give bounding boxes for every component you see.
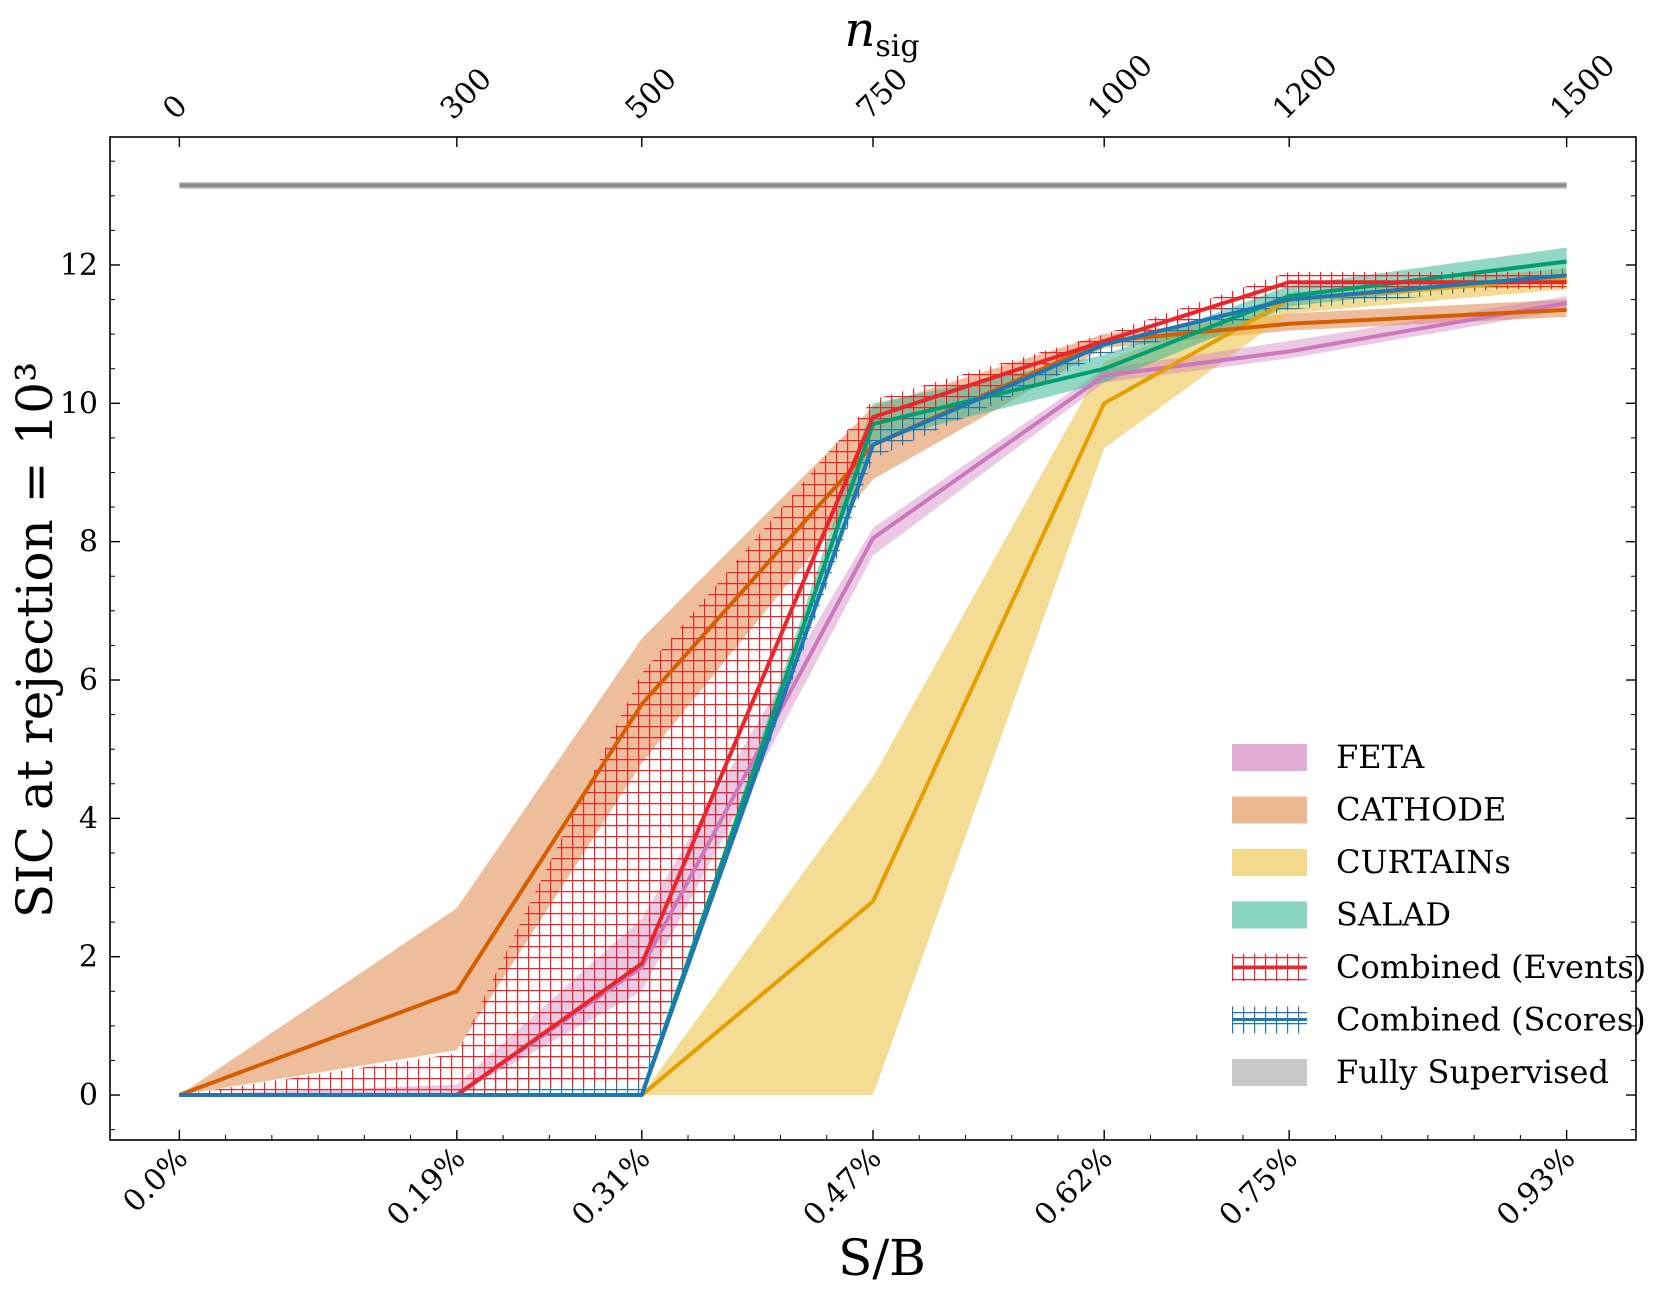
legend-label: Combined (Events) <box>1336 948 1646 986</box>
y-tick-label: 8 <box>79 525 98 560</box>
legend-label: CATHODE <box>1336 791 1506 829</box>
band-cathode <box>179 299 1567 1096</box>
y-axis-title: SIC at rejection = 10³ <box>6 362 64 918</box>
legend-entry-combined-scores: Combined (Scores) <box>1232 1001 1646 1039</box>
x-axis: 0.0% 0.19% 0.31% 0.47% 0.62% 0.75% 0.93% <box>116 1130 1582 1233</box>
top-tick-label: 300 <box>434 61 499 126</box>
legend-label: SALAD <box>1336 896 1451 934</box>
legend: FETA CATHODE CURTAINs SALAD Combined (Events… <box>1232 738 1646 1091</box>
legend-swatch <box>1232 901 1307 929</box>
x-tick-label: 0.0% <box>116 1141 195 1220</box>
legend-entry-combined-events: Combined (Events) <box>1232 948 1646 986</box>
y-tick-label: 0 <box>79 1078 98 1113</box>
legend-swatch <box>1232 744 1307 771</box>
x-tick-label: 0.62% <box>1028 1141 1120 1233</box>
legend-swatch <box>1232 796 1307 824</box>
x-tick-label: 0.75% <box>1213 1141 1305 1233</box>
legend-label: CURTAINs <box>1336 843 1511 881</box>
legend-entry-cathode: CATHODE <box>1232 791 1506 829</box>
band-curtains <box>179 268 1567 1096</box>
top-tick-label: 0 <box>156 88 194 126</box>
x-tick-label: 0.31% <box>565 1141 657 1233</box>
y-tick-label: 10 <box>60 386 98 421</box>
legend-entry-salad: SALAD <box>1232 896 1451 934</box>
line-combined-scores <box>179 273 1567 1098</box>
x-tick-label: 0.93% <box>1490 1141 1582 1233</box>
series-lines <box>178 183 1567 1098</box>
y-tick-label: 4 <box>79 801 98 836</box>
x-axis-title: S/B <box>838 1229 926 1287</box>
legend-entry-feta: FETA <box>1232 738 1425 776</box>
y-axis: 0 2 4 6 8 10 12 <box>60 160 1636 1131</box>
x-tick-label: 0.19% <box>380 1141 472 1233</box>
top-tick-label: 1500 <box>1544 48 1623 127</box>
legend-entry-fully-supervised: Fully Supervised <box>1232 1053 1609 1091</box>
top-tick-label: 1200 <box>1266 48 1345 127</box>
y-tick-label: 12 <box>60 248 98 283</box>
y-tick-label: 6 <box>79 663 98 698</box>
top-tick-label: 750 <box>850 61 915 126</box>
legend-label: FETA <box>1336 738 1425 776</box>
band-combined-scores <box>179 268 1567 1096</box>
x-tick-label: 0.47% <box>797 1141 889 1233</box>
top-axis-title-sub: sig <box>875 29 919 64</box>
legend-label: Fully Supervised <box>1336 1053 1609 1091</box>
top-tick-label: 1000 <box>1081 48 1160 127</box>
legend-swatch <box>1232 1059 1307 1086</box>
legend-label: Combined (Scores) <box>1336 1001 1646 1039</box>
top-axis-title-main: n <box>844 2 875 58</box>
y-tick-label: 2 <box>79 940 98 975</box>
legend-swatch <box>1232 849 1307 876</box>
top-tick-label: 500 <box>619 61 684 126</box>
legend-entry-curtains: CURTAINs <box>1232 843 1511 881</box>
top-axis-title: nsig <box>844 2 919 64</box>
